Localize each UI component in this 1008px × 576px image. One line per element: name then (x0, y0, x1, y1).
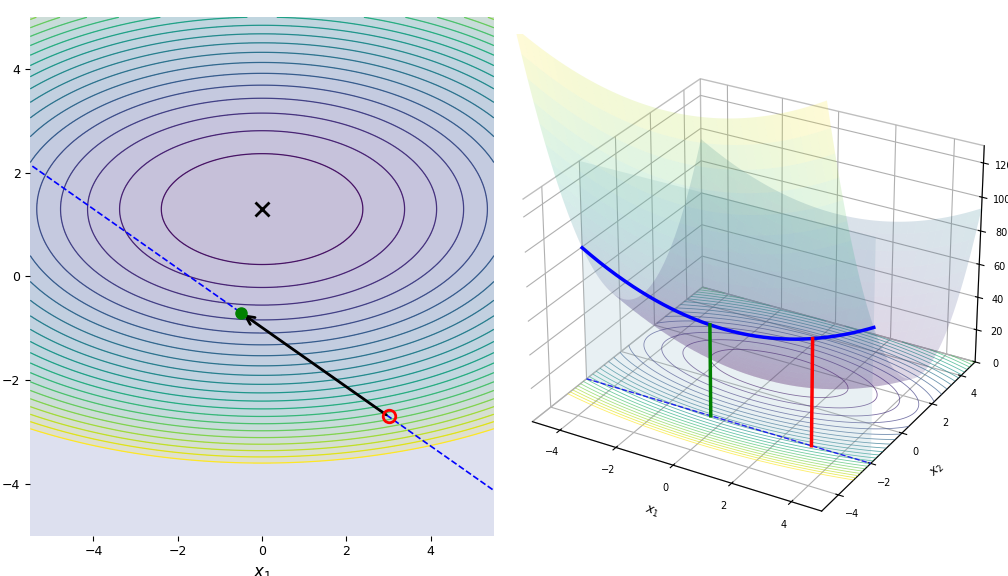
X-axis label: $x_1$: $x_1$ (642, 503, 660, 520)
Y-axis label: $x_2$: $x_2$ (928, 461, 948, 480)
X-axis label: $x_1$: $x_1$ (253, 564, 271, 576)
